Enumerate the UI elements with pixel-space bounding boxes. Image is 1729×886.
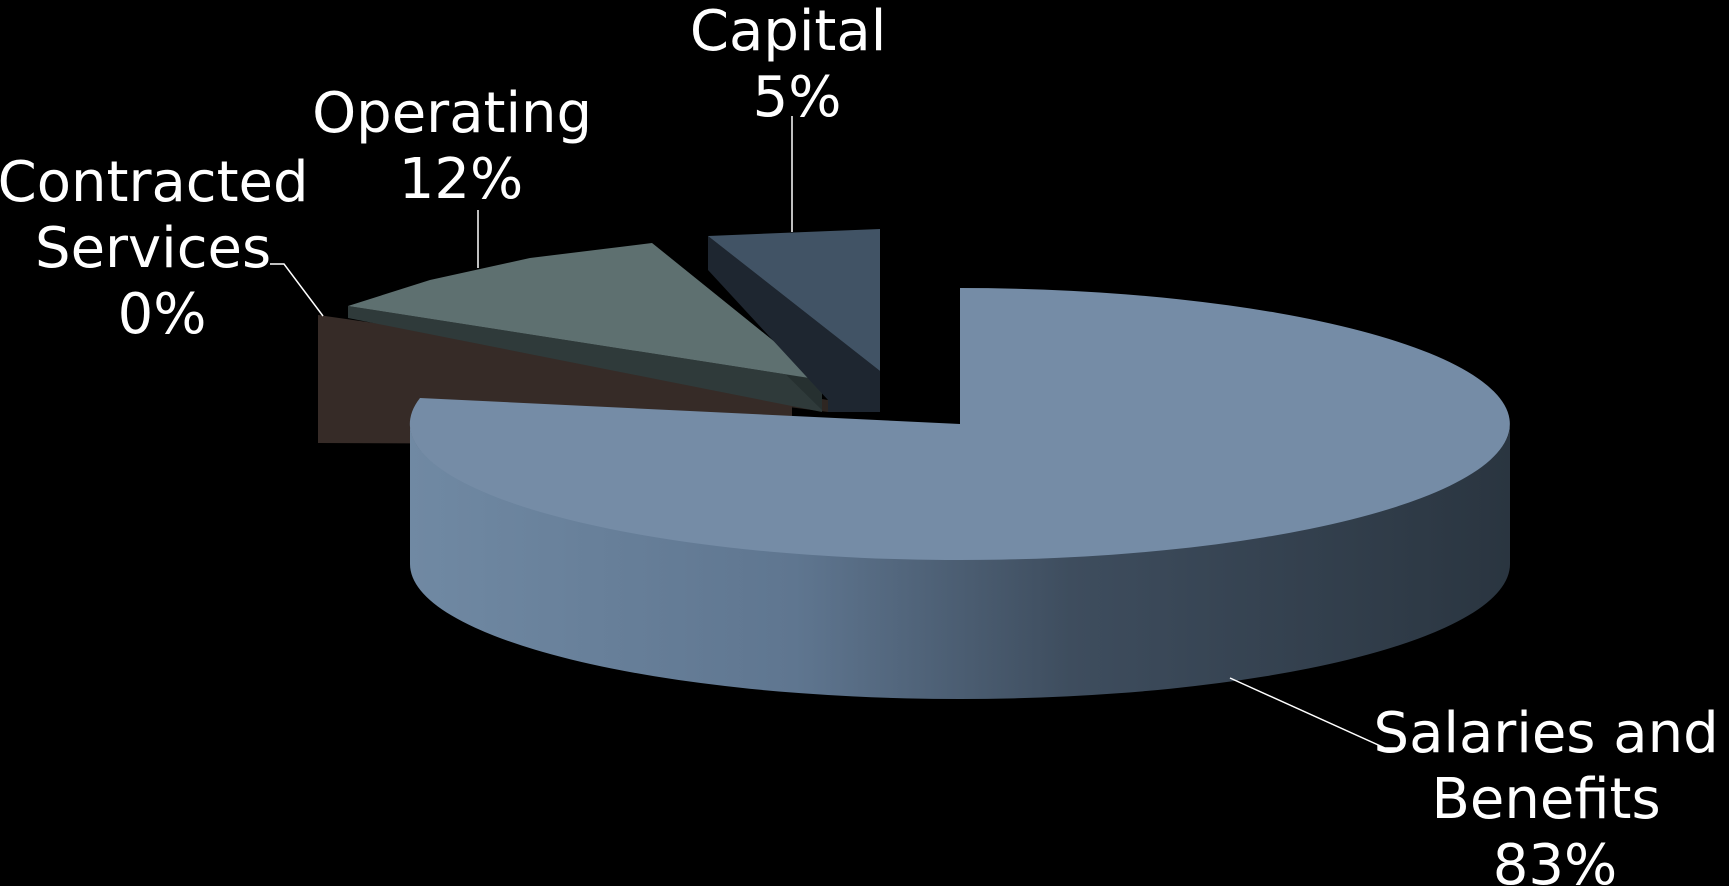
label-salaries-name-2: Benefits <box>1431 767 1660 832</box>
label-operating-name: Operating <box>312 81 592 146</box>
label-capital-value: 5% <box>753 65 842 130</box>
label-contracted-name-1: Contracted <box>0 150 309 215</box>
label-capital: Capital 5% <box>690 0 904 130</box>
label-salaries-and-benefits: Salaries and Benefits 83% <box>1374 701 1729 886</box>
label-salaries-value: 83% <box>1493 833 1617 886</box>
label-operating-value: 12% <box>399 147 523 212</box>
label-capital-name: Capital <box>690 0 886 64</box>
label-contracted-value: 0% <box>118 282 207 347</box>
label-operating: Operating 12% <box>312 81 610 212</box>
label-contracted-services: Contracted Services 0% <box>0 150 326 347</box>
leader-line-salaries <box>1230 678 1396 748</box>
label-salaries-name-1: Salaries and <box>1374 701 1719 766</box>
label-contracted-name-2: Services <box>35 216 271 281</box>
